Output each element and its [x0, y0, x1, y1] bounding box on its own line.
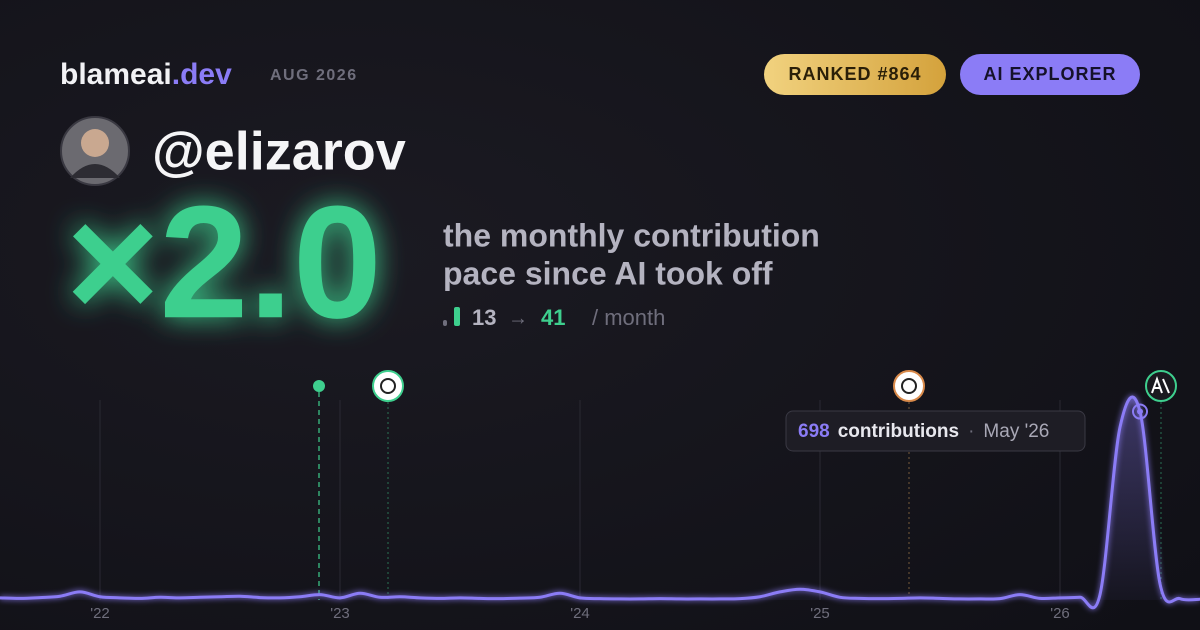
avatar-body	[70, 164, 120, 178]
explorer-badge	[960, 54, 1140, 95]
event-icon	[372, 370, 404, 402]
event-icon-glyph	[901, 378, 917, 394]
events	[313, 370, 1177, 600]
tooltip-value: 698	[798, 421, 830, 442]
stat-after: 41	[541, 305, 565, 330]
caption-line: the monthly contribution	[443, 217, 820, 253]
after-bar	[454, 307, 460, 326]
tooltip-label: contributions	[838, 421, 959, 442]
stat-unit: / month	[592, 305, 665, 330]
x-tick-label: '22	[90, 605, 110, 622]
tooltip-text: 698 contributions · May '26	[798, 421, 1049, 442]
rank-badge	[764, 54, 946, 95]
event-icon	[1145, 370, 1177, 402]
line	[0, 395, 1200, 610]
tooltip-period: May '26	[983, 421, 1049, 442]
x-tick-label: '23	[330, 605, 350, 622]
multiplier: ×2.0	[66, 172, 382, 351]
brand-suffix: .dev	[172, 58, 232, 91]
brand: blameai.dev	[60, 58, 232, 91]
stat-arrow: →	[508, 307, 528, 329]
x-tick-label: '24	[570, 605, 590, 622]
date: AUG 2026	[270, 67, 358, 84]
tooltip-box	[785, 410, 1086, 452]
tooltip: 698 contributions · May '26	[785, 410, 1086, 452]
peak-dot	[1137, 408, 1143, 415]
event-icon-glyph	[380, 378, 396, 394]
timeline-chart: '22 '23 '24 '25 '26 698 contributions · May '26	[0, 395, 1200, 622]
brand-name: blameai	[60, 58, 172, 91]
x-tick-label: '26	[1050, 605, 1070, 622]
event-dot	[313, 380, 325, 392]
avatar-face	[81, 129, 109, 157]
explorer-text: AI EXPLORER	[983, 64, 1116, 84]
rank-text: RANKED #864	[788, 64, 921, 84]
stat-before: 13	[472, 305, 496, 330]
caption-line: pace since AI took off	[443, 255, 773, 291]
tooltip-separator: ·	[968, 421, 974, 442]
handle: @elizarov	[152, 121, 406, 181]
event-icon-glyph	[1151, 376, 1170, 394]
event-icon	[893, 370, 925, 402]
before-bar	[443, 320, 447, 326]
x-tick-label: '25	[810, 605, 830, 622]
peak-marker	[1132, 403, 1148, 420]
